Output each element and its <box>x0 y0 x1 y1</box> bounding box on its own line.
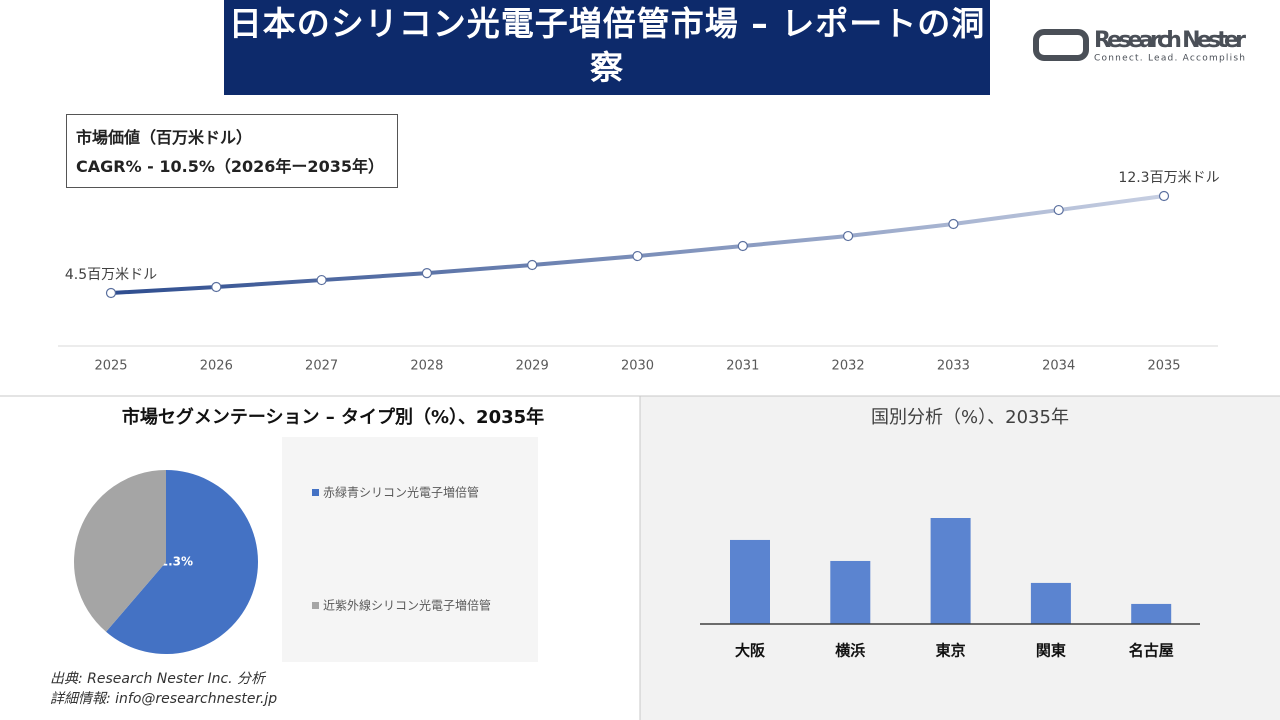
point <box>948 218 959 230</box>
x-tick-label: 東京 <box>936 642 966 660</box>
legend-label: 近紫外線シリコン光電子増倍管 <box>323 598 491 613</box>
legend-label: 赤緑青シリコン光電子増倍管 <box>323 485 479 500</box>
footer-text: 出典: Research Nester Inc. 分析 <box>50 671 267 687</box>
point <box>421 268 432 279</box>
point <box>737 240 748 252</box>
x-tick-label: 2027 <box>305 359 338 374</box>
bar <box>1030 582 1071 624</box>
logo: Research Nester Connect. Lead. Accomplis… <box>1033 28 1246 64</box>
point <box>1053 204 1064 216</box>
x-tick-label: 2035 <box>1147 359 1180 374</box>
pie-slice <box>74 470 166 632</box>
x-tick-label: 2034 <box>1042 359 1075 374</box>
x-tick-label: 2030 <box>621 359 654 374</box>
info-line: 市場価値（百万米ドル） <box>76 128 253 147</box>
point <box>105 287 117 299</box>
x-tick-label: 2032 <box>832 359 865 374</box>
chart-title: 市場セグメンテーション – タイプ別（%）、2035年 <box>122 406 544 428</box>
bar <box>930 518 971 624</box>
bar <box>1131 603 1172 624</box>
logo-tagline: Connect. Lead. Accomplish <box>1094 54 1246 64</box>
info-box: 市場価値（百万米ドル） CAGR% - 10.5%（2026年ー2035年） <box>66 114 398 188</box>
x-tick-label: 2026 <box>200 359 233 374</box>
bar <box>730 539 770 624</box>
point <box>211 281 222 293</box>
data-label: 12.3百万米ドル <box>1118 170 1219 186</box>
x-tick-label: 横浜 <box>835 642 865 660</box>
x-tick-label: 2028 <box>410 359 443 374</box>
x-tick-label: 名古屋 <box>1129 642 1174 660</box>
info-line: CAGR% - 10.5%（2026年ー2035年） <box>76 157 384 176</box>
line <box>110 194 1165 295</box>
x-tick-label: 関東 <box>1036 642 1066 660</box>
logo-icon <box>1033 29 1089 61</box>
point <box>316 274 327 286</box>
report-title: 日本のシリコン光電子増倍管市場 – レポートの洞察 <box>224 0 990 95</box>
point <box>1158 190 1170 202</box>
data-label: 4.5百万米ドル <box>65 267 157 283</box>
point <box>632 250 643 262</box>
legend-swatch <box>312 602 319 609</box>
pie-slice <box>106 470 258 655</box>
x-tick-label: 大阪 <box>735 642 766 660</box>
x-tick-label: 2029 <box>516 359 549 374</box>
bar <box>830 560 871 624</box>
x-tick-label: 2025 <box>94 359 127 374</box>
point <box>842 230 854 242</box>
legend-box <box>282 437 538 662</box>
x-tick-label: 2033 <box>937 359 970 374</box>
legend-swatch <box>312 489 319 496</box>
chart-title: 国別分析（%）、2035年 <box>871 407 1069 428</box>
x-tick-label: 2031 <box>726 359 759 374</box>
logo-name: Research Nester <box>1094 28 1246 53</box>
footer-text: 詳細情報: info@researchnester.jp <box>50 691 277 707</box>
point <box>527 259 538 271</box>
